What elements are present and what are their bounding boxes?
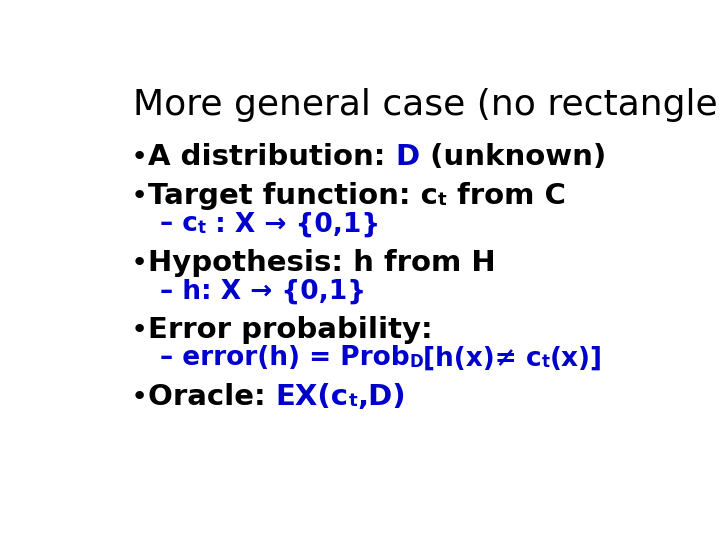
Text: from C: from C (446, 181, 565, 210)
Text: Oracle:: Oracle: (148, 383, 276, 410)
Text: ,D): ,D) (358, 383, 406, 410)
Text: [h(x)≠ c: [h(x)≠ c (423, 345, 541, 371)
Text: A distribution:: A distribution: (148, 143, 395, 171)
Text: More general case (no rectangle): More general case (no rectangle) (132, 88, 720, 122)
Text: D: D (410, 353, 423, 371)
Text: t: t (349, 392, 358, 410)
Text: t: t (438, 191, 446, 210)
Text: : X → {0,1}: : X → {0,1} (206, 211, 379, 237)
Text: Target function: c: Target function: c (148, 181, 438, 210)
Text: (x)]: (x)] (550, 345, 603, 371)
Text: •: • (130, 316, 148, 343)
Text: – error(h) = Prob: – error(h) = Prob (160, 345, 410, 371)
Text: – c: – c (160, 211, 197, 237)
Text: Error probability:: Error probability: (148, 316, 433, 343)
Text: t: t (541, 353, 550, 371)
Text: Hypothesis: h from H: Hypothesis: h from H (148, 249, 496, 276)
Text: – h: X → {0,1}: – h: X → {0,1} (160, 278, 366, 304)
Text: •: • (130, 181, 148, 210)
Text: t: t (197, 219, 206, 237)
Text: D: D (395, 143, 420, 171)
Text: •: • (130, 143, 148, 171)
Text: EX(c: EX(c (276, 383, 349, 410)
Text: •: • (130, 249, 148, 276)
Text: •: • (130, 383, 148, 410)
Text: (unknown): (unknown) (420, 143, 606, 171)
